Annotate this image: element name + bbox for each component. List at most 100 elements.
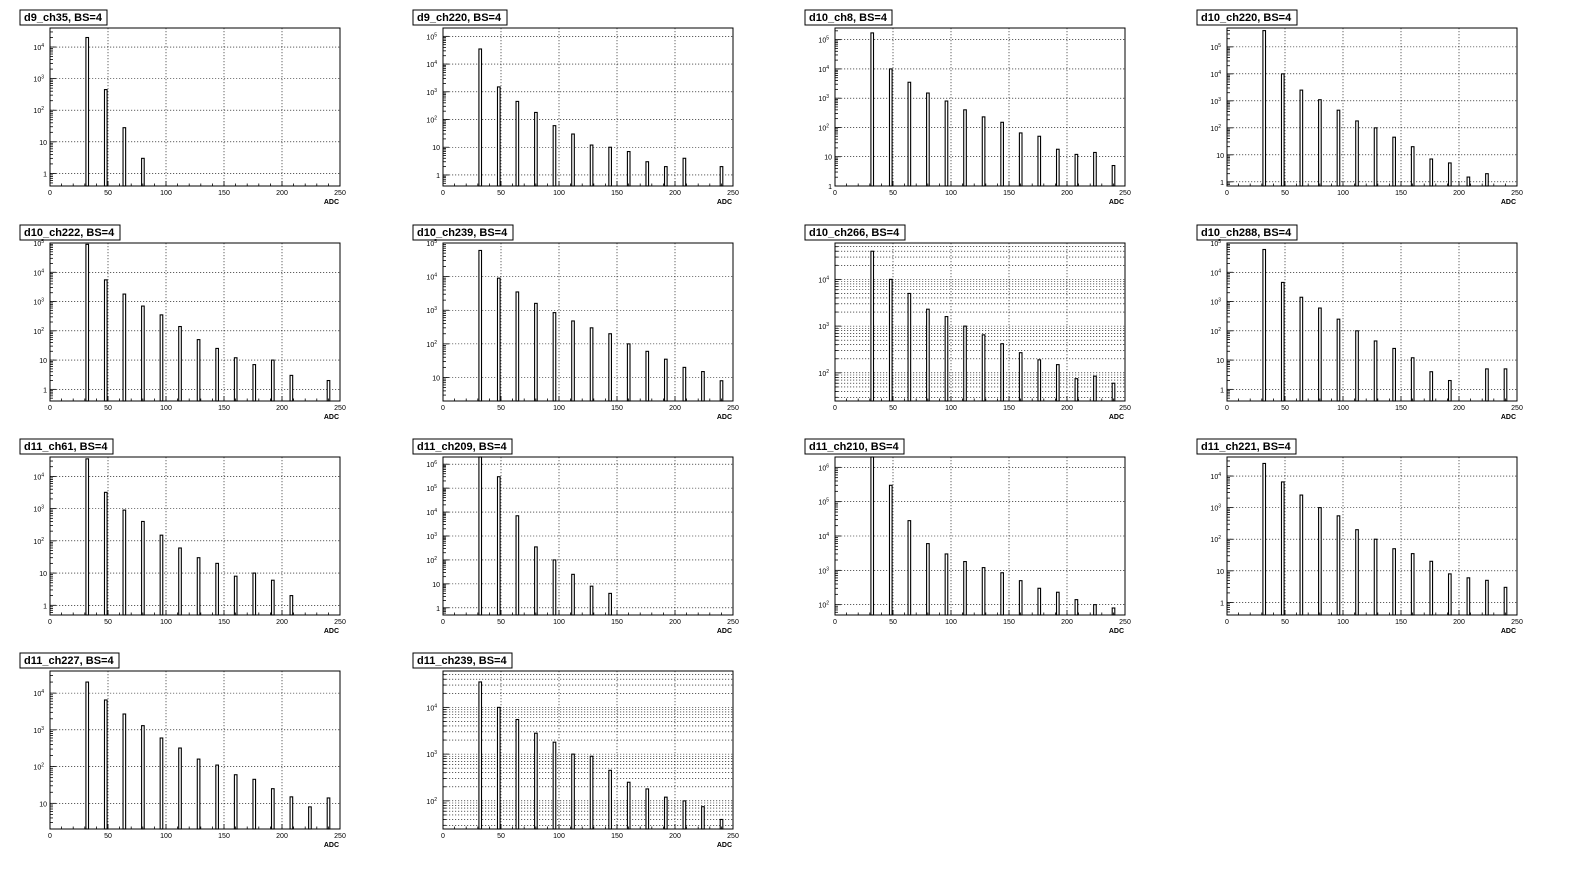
y-tick-exponent: 3 (434, 532, 437, 538)
x-tick-label: 150 (1003, 190, 1015, 197)
y-tick-exponent: 5 (1218, 43, 1221, 49)
histogram-bar (215, 562, 219, 616)
y-tick-label: 104 (1210, 472, 1221, 481)
x-tick-label: 50 (889, 405, 897, 412)
histogram-bar (85, 458, 90, 616)
y-tick-exponent: 4 (41, 689, 44, 695)
x-tick-label: 50 (889, 190, 897, 197)
histogram-bar (103, 699, 108, 830)
x-tick-label: 100 (1337, 619, 1349, 626)
histogram-bar (1000, 572, 1004, 616)
chart-title: d11_ch61, BS=4 (24, 441, 108, 453)
histogram-bar (1018, 132, 1023, 187)
x-tick-label: 100 (945, 405, 957, 412)
histogram-bar (289, 374, 294, 402)
x-tick-label: 100 (1337, 190, 1349, 197)
y-tick-label: 102 (33, 327, 44, 336)
histogram-bar (1503, 586, 1508, 616)
histogram-bar (1074, 378, 1079, 402)
x-tick-label: 250 (1119, 405, 1131, 412)
histogram-bar (159, 737, 164, 830)
histogram-bar (552, 312, 557, 402)
title-box (412, 9, 508, 26)
histogram-bar (981, 116, 986, 187)
x-axis-label: ADC (1501, 199, 1516, 206)
histogram-bar (608, 769, 612, 830)
y-tick-label: 104 (33, 43, 44, 52)
title-box (412, 652, 513, 669)
histogram-bar (270, 788, 275, 830)
histogram-bar (270, 579, 275, 616)
y-tick-exponent: 3 (434, 306, 437, 312)
histogram-bar (870, 456, 875, 616)
y-tick-label: 102 (426, 797, 437, 806)
y-tick-label: 103 (1210, 97, 1221, 106)
histogram-bar (1410, 357, 1415, 402)
histogram-bar (233, 774, 238, 830)
y-tick-exponent: 4 (1218, 472, 1221, 478)
plot-frame (1226, 27, 1518, 187)
histogram-bar (141, 520, 145, 616)
x-tick-label: 200 (1061, 405, 1073, 412)
histogram-panel: d9_ch35, BS=4 0 50 100 150 200 250 ADC 1 10 102 103… (19, 9, 346, 206)
y-tick-label: 1 (436, 606, 440, 613)
histogram-bar (1336, 515, 1341, 616)
histogram-bar (552, 741, 557, 830)
histogram-bar (888, 68, 893, 187)
histogram-bar (1466, 176, 1471, 187)
histogram-bar (1262, 462, 1267, 616)
x-tick-label: 0 (833, 619, 837, 626)
x-tick-label: 150 (218, 619, 230, 626)
histogram-bar (270, 359, 275, 402)
histogram-bar (1355, 120, 1359, 187)
chart-title: d10_ch220, BS=4 (1201, 12, 1292, 24)
plot-frame (442, 670, 734, 830)
histogram-bar (1392, 548, 1396, 616)
y-tick-label: 102 (818, 601, 829, 610)
y-tick-label: 105 (426, 484, 437, 493)
y-tick-label: 102 (818, 123, 829, 132)
histogram-bar (1093, 375, 1097, 402)
chart-title: d9_ch220, BS=4 (417, 12, 502, 24)
histogram-bar (645, 350, 650, 402)
y-tick-label: 104 (426, 508, 437, 517)
y-tick-exponent: 2 (41, 106, 44, 112)
histogram-bar (1280, 281, 1285, 402)
y-tick-exponent: 5 (434, 484, 437, 490)
x-tick-label: 100 (160, 190, 172, 197)
x-tick-label: 0 (441, 833, 445, 840)
histogram-bar (719, 166, 724, 187)
y-tick-label: 105 (426, 239, 437, 248)
histogram-bar (326, 379, 331, 402)
histogram-bar (1429, 158, 1434, 187)
y-tick-label: 104 (1210, 268, 1221, 277)
histogram-bar (888, 278, 893, 402)
x-tick-label: 100 (160, 833, 172, 840)
y-tick-label: 103 (818, 566, 829, 575)
plot-frame (834, 242, 1126, 402)
histogram-bar (589, 755, 594, 830)
x-tick-label: 200 (1061, 619, 1073, 626)
plot-frame (49, 27, 341, 187)
histogram-bar (534, 546, 538, 616)
histogram-bar (1355, 529, 1359, 616)
y-tick-label: 104 (818, 532, 829, 541)
histogram-bar (141, 157, 145, 187)
x-axis-label: ADC (324, 842, 339, 849)
histogram-panel: d10_ch239, BS=4 0 50 100 150 200 250 ADC 10 102 10… (412, 224, 739, 421)
y-tick-exponent: 2 (1218, 124, 1221, 130)
histogram-bar (326, 797, 331, 830)
histogram-bar (701, 806, 705, 830)
x-tick-label: 0 (441, 190, 445, 197)
y-tick-exponent: 2 (434, 556, 437, 562)
x-tick-label: 250 (727, 619, 739, 626)
histogram-bar (85, 36, 90, 187)
histogram-bar (663, 166, 668, 187)
histogram-bar (645, 161, 650, 187)
x-tick-label: 200 (276, 190, 288, 197)
histogram-bar (196, 758, 201, 830)
x-tick-label: 50 (104, 619, 112, 626)
x-tick-label: 50 (497, 405, 505, 412)
x-tick-label: 150 (218, 405, 230, 412)
histogram-bar (1392, 136, 1396, 187)
